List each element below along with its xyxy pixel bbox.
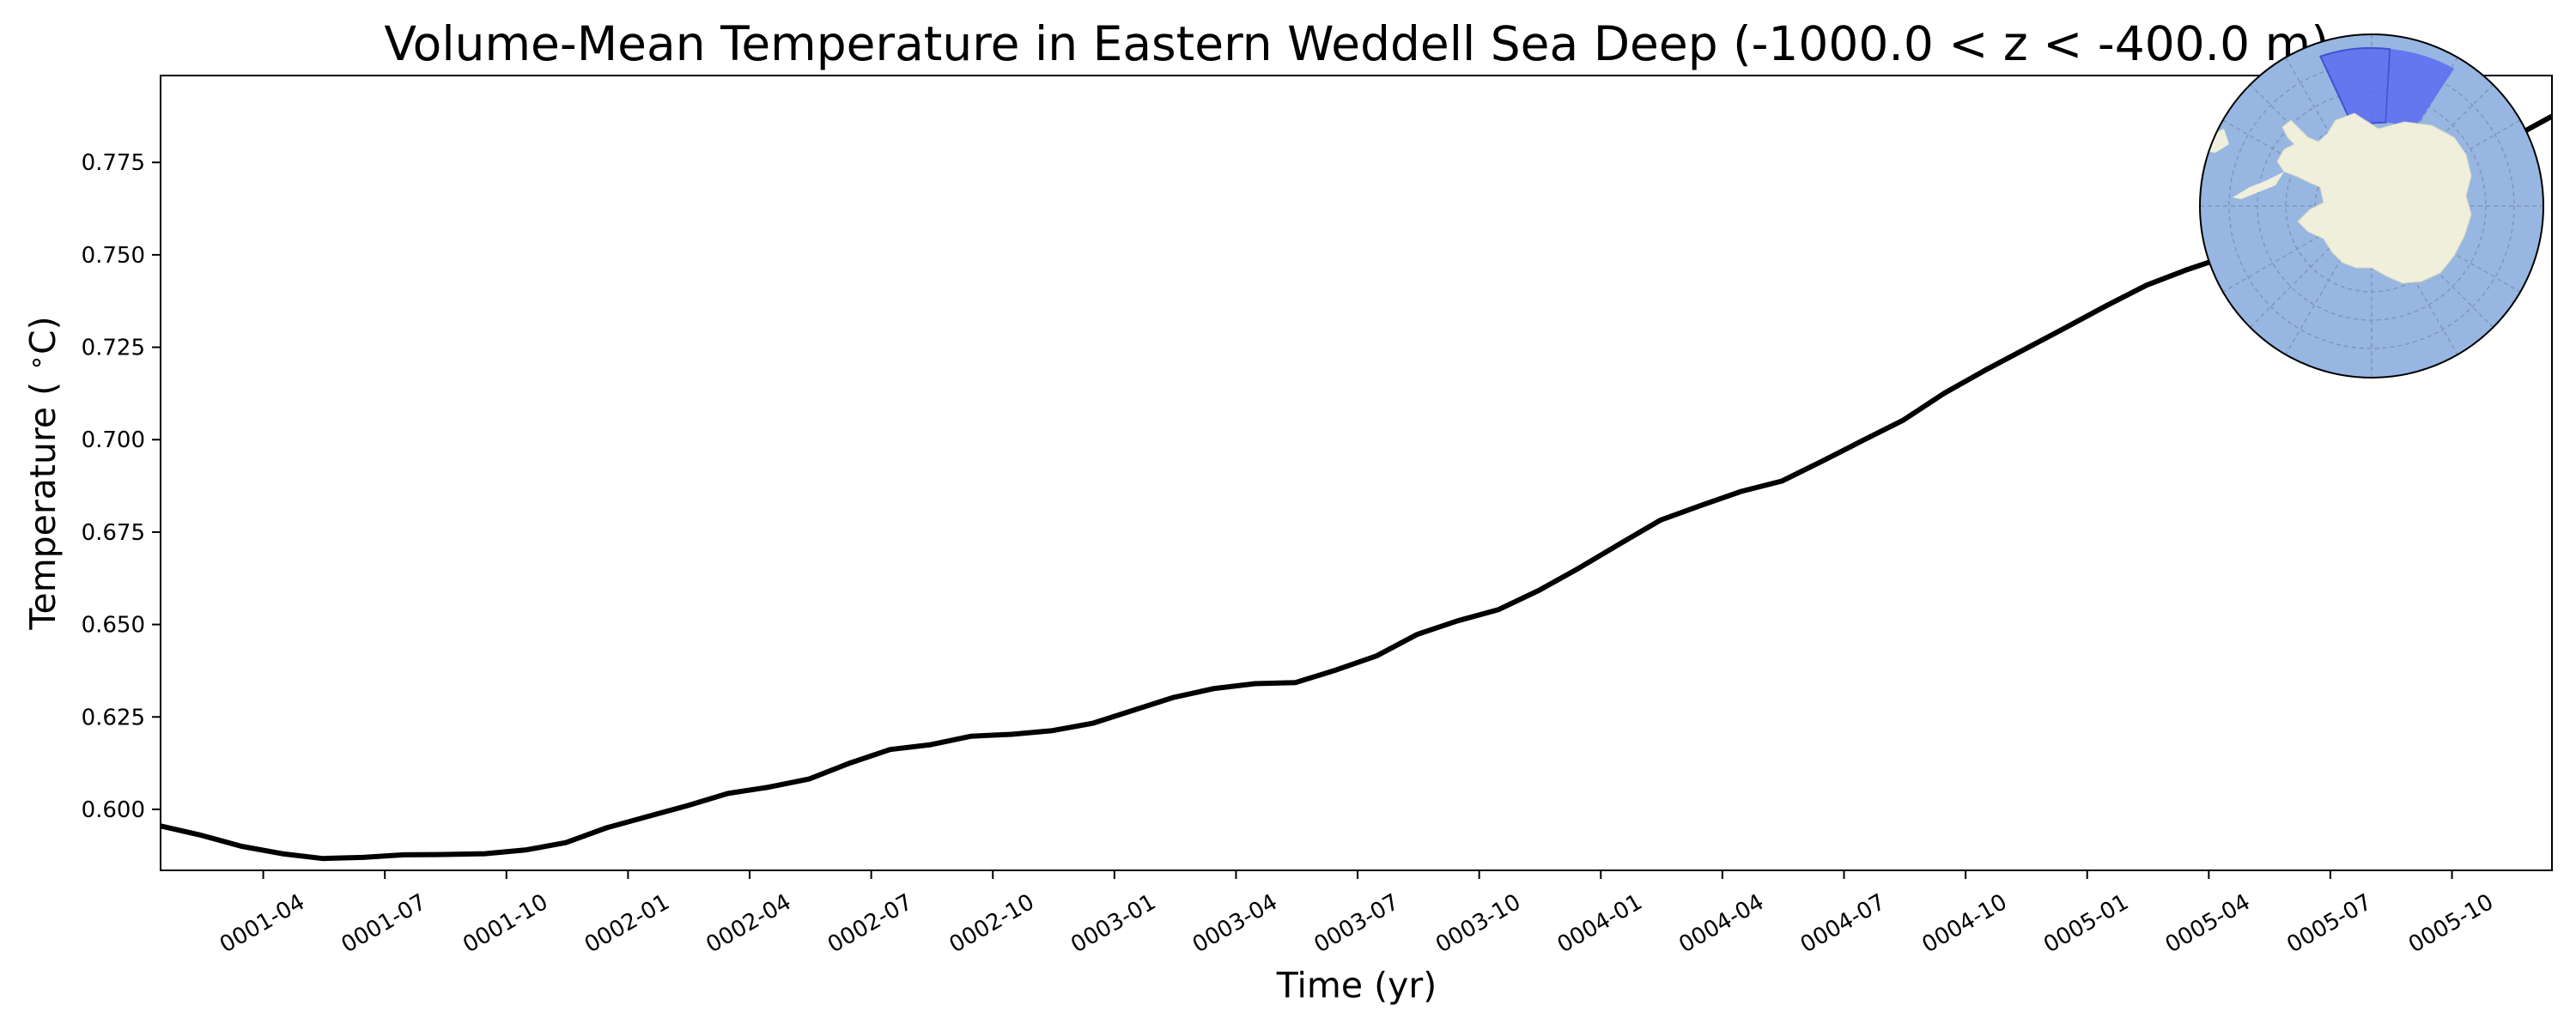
x-tick-label: 0005-01 [2039,889,2133,958]
y-tick-label: 0.675 [82,520,145,546]
x-tick-label: 0003-04 [1188,889,1282,958]
x-tick-label: 0003-07 [1309,889,1403,958]
y-tick-label: 0.750 [82,243,145,269]
x-axis-label: Time (yr) [1276,965,1437,1006]
degree-symbol: ∘ [21,354,52,371]
y-tick-label: 0.650 [82,613,145,639]
x-tick-label: 0001-07 [337,889,431,958]
x-tick-label: 0005-04 [2161,889,2255,958]
y-axis-ticks: 0.600 0.625 0.650 0.675 0.700 0.725 0.750 0.775 [82,150,161,823]
chart-title: Volume-Mean Temperature in Eastern Wedde… [384,16,2329,71]
x-tick-label: 0002-07 [823,889,917,958]
x-tick-label: 0002-01 [580,889,674,958]
antarctica-land [2276,112,2472,284]
x-tick-label: 0005-10 [2404,889,2498,958]
series-line [161,113,2552,862]
x-tick-label: 0003-01 [1066,889,1160,958]
x-axis-ticks: 0001-04 0001-07 0001-10 0002-01 0002-04 0002-… [216,870,2498,958]
antarctic-peninsula [2233,172,2284,199]
x-tick-label: 0004-01 [1553,889,1647,958]
y-tick-label: 0.725 [82,336,145,361]
x-tick-label: 0002-10 [945,889,1039,958]
x-tick-label: 0002-04 [702,889,795,958]
y-tick-label: 0.600 [82,797,145,823]
x-tick-label: 0004-04 [1674,889,1768,958]
x-tick-label: 0005-07 [2282,889,2376,958]
antarctic-region-map [2199,33,2544,379]
x-tick-label: 0004-07 [1796,889,1890,958]
y-tick-label: 0.700 [82,427,145,453]
series-layer [161,113,2552,862]
y-tick-label: 0.625 [82,705,145,730]
y-axis-label: Temperature ( ∘C) [21,316,64,630]
plot-area-frame [160,75,2553,871]
x-tick-label: 0001-10 [459,889,552,958]
x-tick-label: 0001-04 [216,889,309,958]
y-axis-label-text-part1: Temperature ( [22,371,64,631]
x-tick-label: 0004-10 [1918,889,2012,958]
y-axis-label-text-part2: C) [22,316,64,354]
y-tick-label: 0.775 [82,150,145,176]
map-border [2199,33,2544,379]
x-tick-label: 0003-10 [1431,889,1525,958]
region-highlight-east [2385,49,2454,130]
